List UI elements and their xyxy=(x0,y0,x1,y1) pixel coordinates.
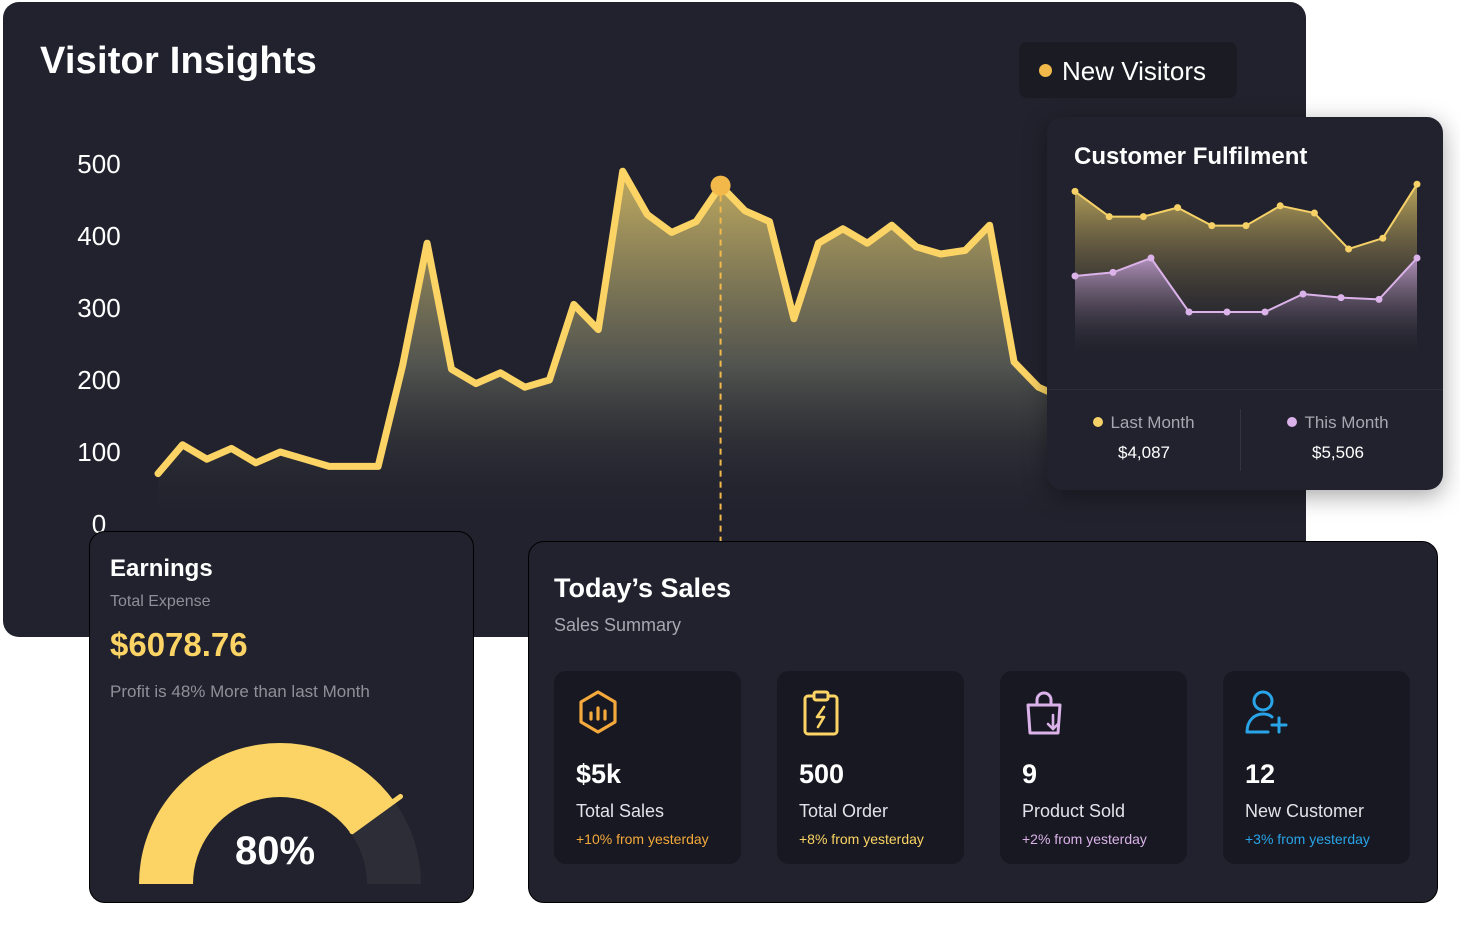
legend-dot xyxy=(1039,64,1052,77)
hover-marker[interactable] xyxy=(710,175,731,196)
new-customer-change: +3% from yesterday xyxy=(1245,831,1370,847)
customer-fulfilment-title: Customer Fulfilment xyxy=(1074,143,1308,170)
new-visitors-legend[interactable]: New Visitors xyxy=(1019,42,1237,98)
fulfilment-point[interactable] xyxy=(1261,308,1269,316)
fulfilment-point[interactable] xyxy=(1242,222,1250,230)
earnings-title: Earnings xyxy=(110,555,213,582)
total-order-tile[interactable]: 500 Total Order +8% from yesterday xyxy=(777,671,964,864)
add-user-icon xyxy=(1245,690,1288,734)
fulfilment-point[interactable] xyxy=(1071,187,1079,195)
clipboard-bolt-icon xyxy=(803,690,839,736)
fulfilment-point[interactable] xyxy=(1174,204,1182,212)
visitor-insights-title: Visitor Insights xyxy=(40,40,317,82)
divider xyxy=(1240,409,1241,471)
fulfilment-point[interactable] xyxy=(1299,290,1307,298)
fulfilment-point[interactable] xyxy=(1310,209,1318,217)
fulfilment-point[interactable] xyxy=(1375,295,1383,303)
todays-sales-title: Today’s Sales xyxy=(554,573,732,603)
product-sold-label: Product Sold xyxy=(1022,801,1126,821)
todays-sales-card: Today’s Sales Sales Summary $5k Total Sa… xyxy=(528,541,1438,903)
total-sales-value: $5k xyxy=(576,759,622,789)
fulfilment-point[interactable] xyxy=(1345,245,1353,253)
y-tick-label: 100 xyxy=(77,437,120,467)
earnings-gauge xyxy=(139,743,421,884)
fulfilment-point[interactable] xyxy=(1379,234,1387,242)
earnings-card: Earnings Total Expense $6078.76 Profit i… xyxy=(89,531,474,903)
legend-last-month: Last Month $4,087 xyxy=(1059,413,1229,463)
y-tick-label: 500 xyxy=(77,149,120,179)
fulfilment-point[interactable] xyxy=(1208,222,1216,230)
earnings-note: Profit is 48% More than last Month xyxy=(110,682,370,701)
y-tick-label: 400 xyxy=(77,221,120,251)
total-order-change: +8% from yesterday xyxy=(799,831,924,847)
total-sales-tile[interactable]: $5k Total Sales +10% from yesterday xyxy=(554,671,741,864)
new-customer-value: 12 xyxy=(1245,759,1276,789)
visitor-area xyxy=(158,171,1063,524)
fulfilment-area xyxy=(1075,258,1417,357)
last-month-dot xyxy=(1093,417,1104,427)
visitor-line xyxy=(154,167,1067,478)
total-order-label: Total Order xyxy=(799,801,889,821)
new-customer-tile[interactable]: 12 New Customer +3% from yesterday xyxy=(1223,671,1410,864)
gauge-needle xyxy=(349,793,404,835)
fulfilment-line xyxy=(1074,256,1418,313)
earnings-amount: $6078.76 xyxy=(110,626,248,663)
product-sold-value: 9 xyxy=(1022,759,1038,789)
y-tick-label: 300 xyxy=(77,293,120,323)
fulfilment-chart[interactable] xyxy=(1047,117,1443,387)
fulfilment-point[interactable] xyxy=(1071,272,1079,280)
shopping-bag-icon xyxy=(1026,691,1062,735)
total-sales-label: Total Sales xyxy=(576,801,665,821)
earnings-subtitle: Total Expense xyxy=(110,593,211,610)
product-sold-tile[interactable]: 9 Product Sold +2% from yesterday xyxy=(1000,671,1187,864)
divider xyxy=(1047,389,1443,390)
fulfilment-point[interactable] xyxy=(1337,294,1345,302)
todays-sales-subtitle: Sales Summary xyxy=(554,615,682,635)
customer-fulfilment-card: Customer Fulfilment Last Month $4,087 Th… xyxy=(1047,117,1443,490)
fulfilment-point[interactable] xyxy=(1139,213,1147,221)
sales-chart-icon xyxy=(579,690,617,734)
fulfilment-point[interactable] xyxy=(1109,268,1117,276)
fulfilment-point[interactable] xyxy=(1413,254,1421,262)
new-customer-label: New Customer xyxy=(1245,801,1365,821)
fulfilment-point[interactable] xyxy=(1105,213,1113,221)
gauge-percent: 80% xyxy=(235,829,316,873)
total-sales-change: +10% from yesterday xyxy=(576,831,709,847)
this-month-dot xyxy=(1287,417,1298,427)
fulfilment-point[interactable] xyxy=(1276,202,1284,210)
this-month-value: $5,506 xyxy=(1312,443,1364,462)
legend-label: New Visitors xyxy=(1062,56,1207,86)
this-month-label: This Month xyxy=(1304,413,1389,432)
last-month-value: $4,087 xyxy=(1118,443,1170,462)
gauge-fill xyxy=(139,743,395,884)
y-tick-label: 200 xyxy=(77,365,120,395)
fulfilment-point[interactable] xyxy=(1413,180,1421,188)
legend-this-month: This Month $5,506 xyxy=(1253,413,1423,463)
fulfilment-point[interactable] xyxy=(1223,308,1231,316)
product-sold-change: +2% from yesterday xyxy=(1022,831,1147,847)
fulfilment-point[interactable] xyxy=(1185,308,1193,316)
total-order-value: 500 xyxy=(799,759,845,789)
last-month-label: Last Month xyxy=(1110,413,1195,432)
fulfilment-point[interactable] xyxy=(1147,254,1155,262)
